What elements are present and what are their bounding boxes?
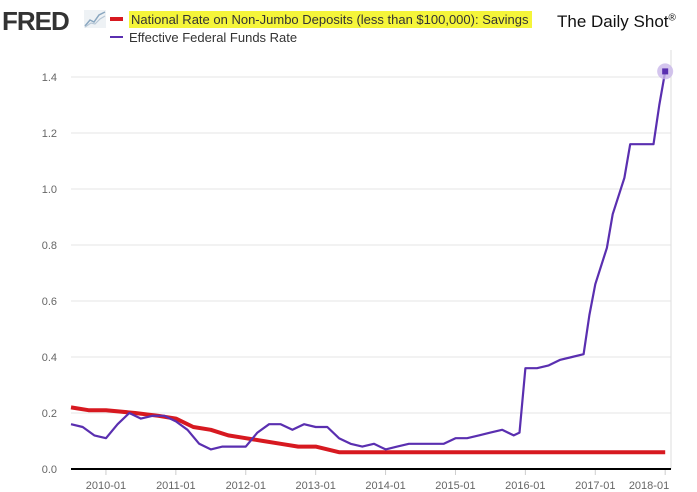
- fred-logo: FRED: [2, 6, 70, 36]
- y-tick-label: 0.2: [42, 408, 57, 420]
- y-tick-label: 1.2: [42, 128, 57, 140]
- y-tick-label: 1.4: [42, 72, 57, 84]
- x-tick-label: 2017-01: [575, 480, 615, 492]
- fred-graph-icon: [84, 10, 106, 28]
- brand-text: The Daily Shot: [557, 12, 669, 31]
- legend-swatch-savings: [110, 17, 123, 21]
- x-tick-label: 2018-01: [629, 480, 669, 492]
- y-tick-label: 0.8: [42, 240, 57, 252]
- x-tick-label: 2014-01: [365, 480, 405, 492]
- x-tick-label: 2016-01: [505, 480, 545, 492]
- y-tick-label: 0.6: [42, 296, 57, 308]
- daily-shot-brand: The Daily Shot®: [557, 12, 676, 32]
- series-line-fedfunds: [70, 71, 667, 451]
- hover-point: [662, 68, 669, 75]
- x-tick-label: 2011-01: [156, 480, 196, 492]
- series-line-savings: [70, 405, 666, 455]
- legend-item-savings[interactable]: National Rate on Non-Jumbo Deposits (les…: [110, 10, 533, 28]
- y-tick-label: 0.0: [42, 464, 57, 476]
- legend-label-fedfunds: Effective Federal Funds Rate: [129, 29, 298, 45]
- x-tick-label: 2015-01: [435, 480, 475, 492]
- legend-label-savings: National Rate on Non-Jumbo Deposits (les…: [129, 10, 533, 28]
- x-tick-label: 2012-01: [226, 480, 266, 492]
- x-tick-label: 2013-01: [295, 480, 335, 492]
- chart-legend: National Rate on Non-Jumbo Deposits (les…: [110, 10, 533, 46]
- y-tick-label: 0.4: [42, 352, 57, 364]
- legend-swatch-fedfunds: [110, 36, 123, 38]
- x-tick-label: 2010-01: [86, 480, 126, 492]
- brand-mark: ®: [668, 12, 676, 24]
- y-tick-label: 1.0: [42, 184, 57, 196]
- legend-item-fedfunds[interactable]: Effective Federal Funds Rate: [110, 28, 532, 46]
